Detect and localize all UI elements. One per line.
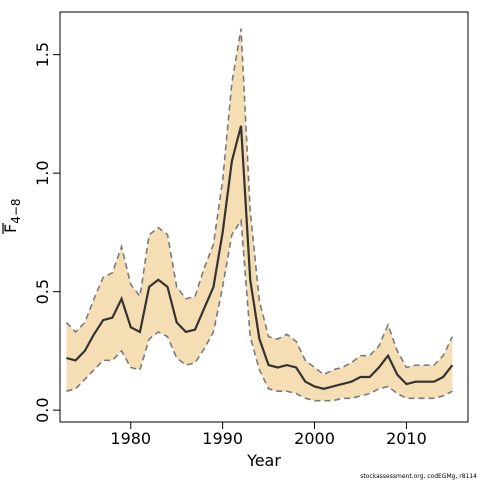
y-tick-label: 1.5 <box>33 42 52 67</box>
y-axis-title-main: F <box>1 224 20 233</box>
x-axis-title: Year <box>246 451 281 470</box>
confidence-band <box>66 28 453 401</box>
estimate-line <box>66 125 454 390</box>
svg-text:F4−8: F4−8 <box>1 198 23 233</box>
y-tick-label: 1.0 <box>33 160 52 185</box>
y-axis-title-sub: 4−8 <box>9 198 23 223</box>
x-tick-label: 1990 <box>202 429 243 448</box>
y-tick-label: 0.0 <box>33 397 52 422</box>
upper-bound-line <box>65 28 454 376</box>
x-tick-label: 2000 <box>294 429 335 448</box>
credit-text: stockassessment.org, codEGMg, r8114 <box>360 473 477 480</box>
x-tick-label: 1980 <box>110 429 151 448</box>
plot-frame <box>59 11 469 423</box>
x-tick-label: 2010 <box>386 429 427 448</box>
y-axis-title: F4−8 <box>1 198 23 234</box>
y-tick-label: 0.5 <box>33 279 52 304</box>
x-axis: 1980 1990 2000 2010 <box>110 422 427 448</box>
y-axis: 0.0 0.5 1.0 1.5 <box>33 42 60 423</box>
lower-bound-line <box>66 218 453 402</box>
